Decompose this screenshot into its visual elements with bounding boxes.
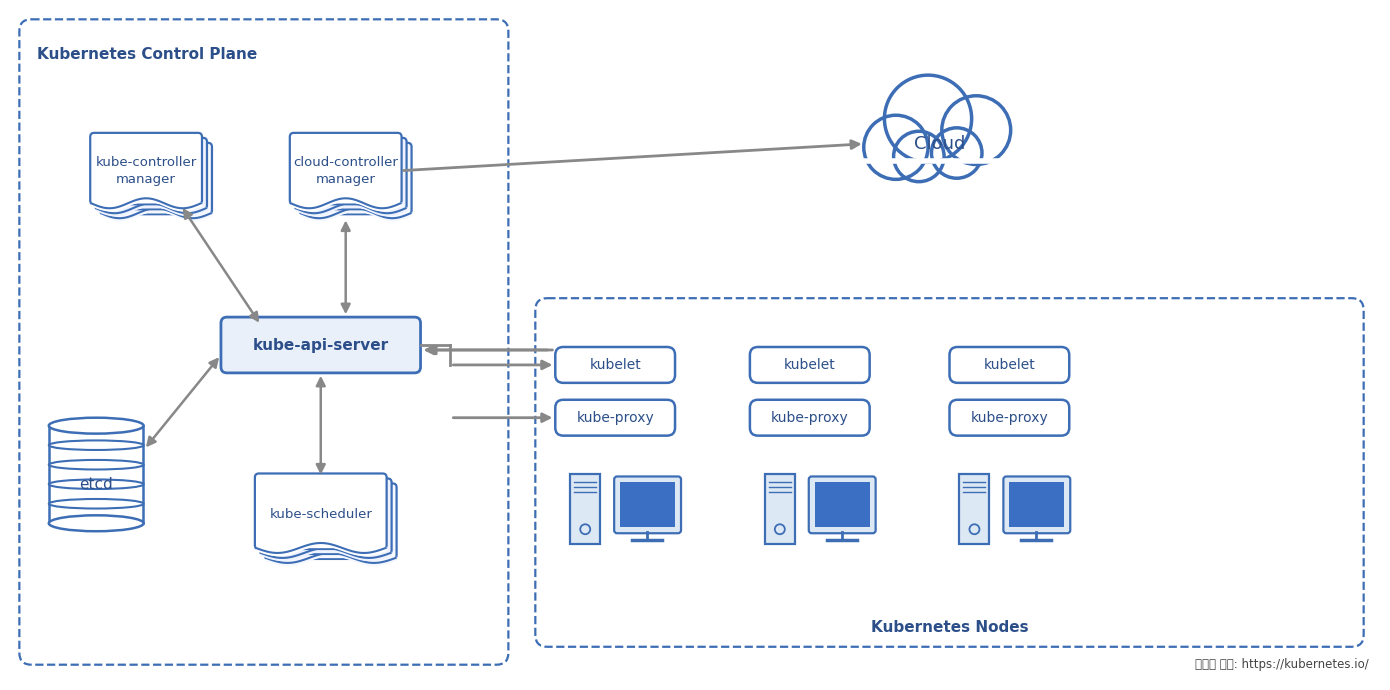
FancyBboxPatch shape (90, 133, 202, 204)
Text: cloud-controller
manager: cloud-controller manager (293, 156, 398, 186)
Text: kubelet: kubelet (589, 358, 641, 372)
Circle shape (863, 115, 929, 179)
Bar (49, 426, 145, 523)
Bar (815, 482, 870, 527)
Circle shape (942, 96, 1011, 164)
Circle shape (894, 131, 944, 181)
Text: kubelet: kubelet (784, 358, 835, 372)
FancyBboxPatch shape (765, 475, 795, 544)
FancyBboxPatch shape (959, 475, 990, 544)
FancyBboxPatch shape (1004, 477, 1070, 533)
Ellipse shape (49, 440, 143, 450)
FancyBboxPatch shape (949, 400, 1069, 435)
FancyBboxPatch shape (809, 477, 876, 533)
Text: Kubernetes Nodes: Kubernetes Nodes (870, 620, 1029, 635)
Ellipse shape (49, 515, 143, 531)
FancyBboxPatch shape (949, 347, 1069, 383)
Text: etcd: etcd (79, 477, 113, 492)
FancyBboxPatch shape (95, 138, 207, 209)
Text: Kubernetes Control Plane: Kubernetes Control Plane (38, 47, 257, 62)
FancyBboxPatch shape (535, 298, 1364, 647)
FancyBboxPatch shape (254, 473, 386, 549)
FancyBboxPatch shape (100, 143, 211, 214)
Bar (620, 482, 676, 527)
Text: kubelet: kubelet (984, 358, 1036, 372)
Bar (1009, 482, 1065, 527)
FancyBboxPatch shape (221, 317, 421, 373)
Text: kube-scheduler: kube-scheduler (270, 508, 373, 521)
Text: kube-proxy: kube-proxy (771, 411, 849, 425)
Ellipse shape (49, 417, 143, 433)
Bar (862, 136, 1017, 176)
Circle shape (931, 128, 981, 178)
Text: 이미지 출있: https://kubernetes.io/: 이미지 출있: https://kubernetes.io/ (1195, 658, 1369, 671)
Text: kube-proxy: kube-proxy (970, 411, 1048, 425)
FancyBboxPatch shape (749, 400, 870, 435)
FancyBboxPatch shape (300, 143, 411, 214)
FancyBboxPatch shape (289, 133, 402, 204)
Circle shape (884, 75, 972, 162)
FancyBboxPatch shape (749, 347, 870, 383)
Text: Cloud: Cloud (913, 135, 965, 152)
Ellipse shape (49, 480, 143, 489)
Text: kube-proxy: kube-proxy (577, 411, 655, 425)
FancyBboxPatch shape (555, 400, 676, 435)
FancyBboxPatch shape (295, 138, 407, 209)
FancyBboxPatch shape (265, 484, 396, 559)
FancyBboxPatch shape (570, 475, 600, 544)
Ellipse shape (49, 499, 143, 509)
Ellipse shape (49, 460, 143, 469)
FancyBboxPatch shape (19, 19, 509, 664)
FancyBboxPatch shape (614, 477, 681, 533)
Text: kube-controller
manager: kube-controller manager (96, 156, 197, 186)
Text: kube-api-server: kube-api-server (253, 337, 389, 353)
FancyBboxPatch shape (555, 347, 676, 383)
FancyBboxPatch shape (260, 478, 392, 554)
